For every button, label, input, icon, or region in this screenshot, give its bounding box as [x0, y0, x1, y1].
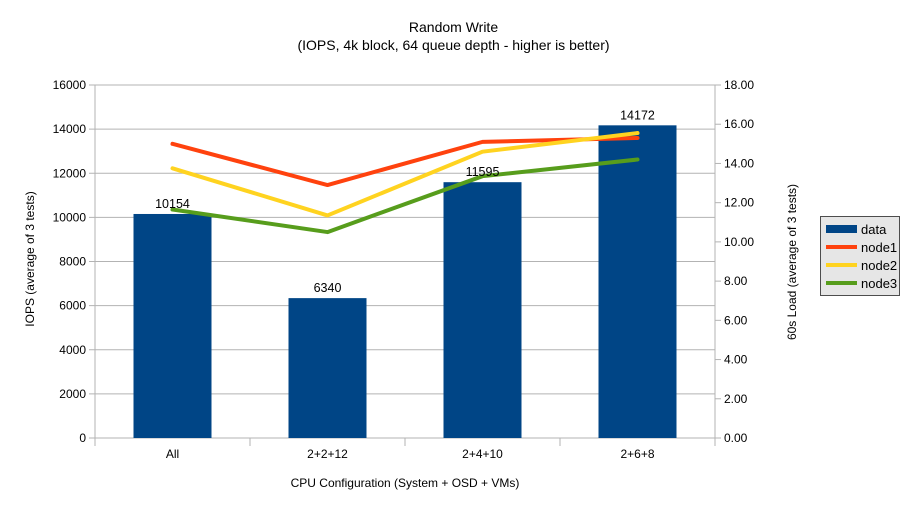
- x-category-label: All: [166, 447, 179, 461]
- legend-swatch-node3-icon: [826, 281, 857, 285]
- y-axis-left-tick-label: 10000: [53, 210, 87, 224]
- y-axis-right-tick-label: 6.00: [724, 313, 748, 327]
- legend-swatch-node2-icon: [826, 263, 857, 267]
- bar-data-2+2+12: [288, 298, 367, 438]
- bar-label-data-2+6+8: 14172: [620, 108, 655, 122]
- y-axis-right-tick-label: 8.00: [724, 274, 748, 288]
- y-axis-right-tick-label: 4.00: [724, 353, 748, 367]
- x-axis-title: CPU Configuration (System + OSD + VMs): [290, 476, 520, 490]
- bar-data-All: [133, 213, 212, 438]
- legend-item-node3: node3: [826, 274, 899, 292]
- line-series-node1: [170, 135, 640, 188]
- bar-label-data-All: 10154: [155, 197, 190, 211]
- bar-label-data-2+4+10: 11595: [466, 165, 500, 179]
- y-axis-right-tick-label: 14.00: [724, 156, 754, 170]
- y-axis-right-tick-label: 10.00: [724, 235, 754, 249]
- line-series-node2: [170, 131, 640, 218]
- y-axis-left-title: IOPS (average of 3 tests): [23, 191, 37, 327]
- y-axis-left-tick-label: 16000: [53, 78, 87, 92]
- legend: data node1 node2 node3: [820, 216, 900, 296]
- legend-item-node1: node1: [826, 238, 899, 256]
- bar-label-data-2+2+12: 6340: [314, 281, 342, 295]
- x-category-label: 2+4+10: [462, 447, 503, 461]
- legend-item-data: data: [826, 220, 899, 238]
- legend-label-node3: node3: [861, 275, 898, 291]
- y-axis-left-tick-label: 4000: [59, 343, 86, 357]
- y-axis-right-tick-label: 18.00: [724, 78, 754, 92]
- legend-label-node2: node2: [861, 257, 898, 273]
- legend-swatch-node1-icon: [826, 245, 857, 249]
- y-axis-left-tick-label: 8000: [59, 255, 86, 269]
- chart-title: Random Write: [408, 19, 499, 35]
- legend-swatch-data-icon: [826, 225, 857, 233]
- legend-item-node2: node2: [826, 256, 899, 274]
- legend-label-data: data: [861, 221, 887, 237]
- y-axis-left-tick-label: 0: [79, 431, 86, 445]
- y-axis-right-tick-label: 12.00: [724, 196, 754, 210]
- x-category-label: 2+2+12: [307, 447, 348, 461]
- chart-subtitle: (IOPS, 4k block, 64 queue depth - higher…: [297, 37, 610, 53]
- y-axis-left-tick-label: 12000: [53, 166, 87, 180]
- y-axis-left-tick-label: 6000: [59, 299, 86, 313]
- line-series-node3: [170, 157, 640, 235]
- y-axis-right-tick-label: 2.00: [724, 392, 748, 406]
- y-axis-left-tick-label: 14000: [53, 122, 87, 136]
- legend-label-node1: node1: [861, 239, 898, 255]
- y-axis-left-tick-label: 2000: [59, 387, 86, 401]
- y-axis-right-title: 60s Load (average of 3 tests): [785, 183, 799, 341]
- bar-data-2+4+10: [443, 182, 522, 438]
- bar-data-2+6+8: [598, 125, 677, 438]
- x-category-label: 2+6+8: [620, 447, 654, 461]
- y-axis-right-tick-label: 16.00: [724, 117, 754, 131]
- y-axis-right-tick-label: 0.00: [724, 431, 748, 445]
